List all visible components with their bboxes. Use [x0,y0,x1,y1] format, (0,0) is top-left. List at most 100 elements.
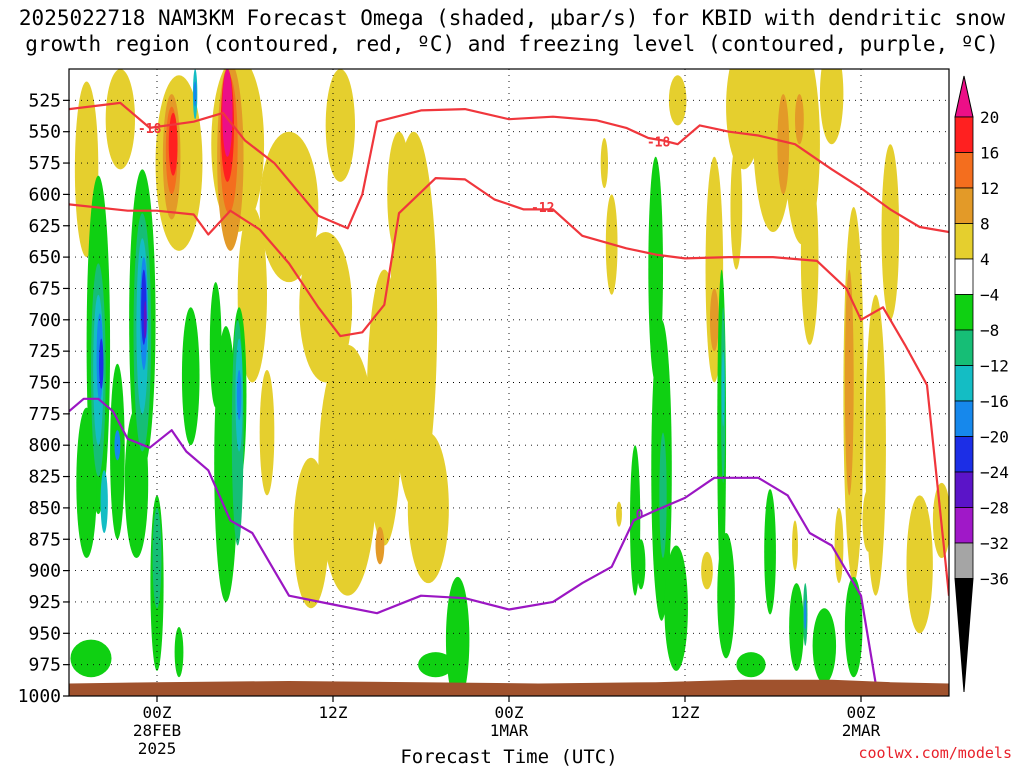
colorbar-label: −12 [980,357,1009,376]
omega-region [407,432,449,584]
omega-region [100,470,108,533]
contour-label: -18 [647,136,671,151]
y-tick-label: 525 [28,90,61,111]
omega-region [664,545,688,671]
colorbar-top-arrow [954,75,974,118]
omega-region [214,326,238,602]
y-tick-label: 850 [28,498,61,519]
colorbar-swatch [954,436,974,473]
omega-region [237,206,267,383]
omega-region [709,288,719,352]
omega-region [730,144,743,270]
y-tick-label: 875 [28,529,61,550]
y-tick-label: 725 [28,341,61,362]
contour-line [69,397,877,684]
omega-region [259,369,275,496]
omega-region [259,131,319,283]
colorbar-swatch [954,116,974,153]
colorbar: 20 16 12 8 4 −4 −8 −12 −16 −20 −24 −28 −32 −36 [954,75,1009,693]
x-tick-label: 1MAR [490,721,529,740]
omega-region [152,507,162,609]
omega-region [375,526,385,565]
omega-region [795,94,804,145]
omega-region [325,69,356,182]
colorbar-label: −16 [980,392,1009,411]
omega-region [105,69,135,170]
y-tick-label: 550 [28,122,61,143]
colorbar-label: 8 [980,215,990,234]
omega-region [193,81,197,107]
contour-lines: -18 -18 -12 0 [69,101,949,684]
omega-region [616,501,622,527]
chart-title-line2: growth region (contoured, red, ºC) and f… [25,32,999,56]
colorbar-label: 12 [980,179,999,198]
colorbar-swatch [954,542,974,579]
colorbar-swatch [954,365,974,402]
omega-region [600,137,608,189]
contour-label: 0 [636,508,644,523]
y-tick-label: 800 [28,435,61,456]
terrain-fill [69,679,949,696]
omega-region [736,652,766,678]
x-tick-label: 12Z [671,703,700,722]
omega-region [293,457,329,609]
y-tick-label: 700 [28,310,61,331]
y-tick-label: 950 [28,623,61,644]
x-tick-label: 12Z [319,703,348,722]
colorbar-swatch [954,400,974,437]
omega-region [777,94,790,195]
y-tick-label: 675 [28,278,61,299]
colorbar-swatch [954,471,974,508]
x-tick-label: 2MAR [842,721,881,740]
y-tick-label: 975 [28,655,61,676]
y-tick-label: 825 [28,467,61,488]
omega-region [299,232,353,383]
omega-region [881,144,900,320]
y-tick-label: 575 [28,153,61,174]
y-tick-label: 600 [28,184,61,205]
colorbar-label: −32 [980,534,1009,553]
omega-region [70,639,112,678]
omega-region [636,539,646,590]
omega-region [717,532,735,659]
omega-region [318,344,377,596]
omega-region [792,520,798,571]
omega-region [764,489,776,615]
omega-region [181,307,200,446]
x-tick-label: 2025 [138,739,177,758]
colorbar-label: −24 [980,463,1009,482]
colorbar-label: −20 [980,428,1009,447]
colorbar-swatch [954,258,974,295]
omega-shading [70,69,949,696]
omega-region [99,338,104,389]
grid-lines [69,69,949,697]
omega-region [659,432,667,559]
x-tick-label: 00Z [847,703,876,722]
omega-region [800,169,819,345]
omega-region [834,507,844,584]
y-axis: 525 550 575 600 625 650 675 700 725 750 775 800 825 8… [18,90,69,707]
omega-region [143,300,147,339]
colorbar-swatch [954,152,974,189]
colorbar-label: −8 [980,321,999,340]
y-tick-label: 1000 [18,686,61,707]
contour-line [69,177,949,596]
colorbar-label: −28 [980,499,1009,518]
colorbar-swatch [954,187,974,224]
y-tick-label: 775 [28,404,61,425]
omega-region [812,608,837,684]
colorbar-bottom-arrow [954,578,974,693]
contour-label: -18 [138,122,162,137]
omega-region [174,627,184,678]
x-tick-label: 00Z [143,703,172,722]
omega-region [804,599,807,630]
colorbar-swatch [954,294,974,331]
x-tick-label: 00Z [495,703,524,722]
omega-region [236,369,242,421]
colorbar-swatch [954,223,974,260]
y-tick-label: 925 [28,592,61,613]
omega-region [726,69,762,170]
colorbar-label: 16 [980,144,999,163]
